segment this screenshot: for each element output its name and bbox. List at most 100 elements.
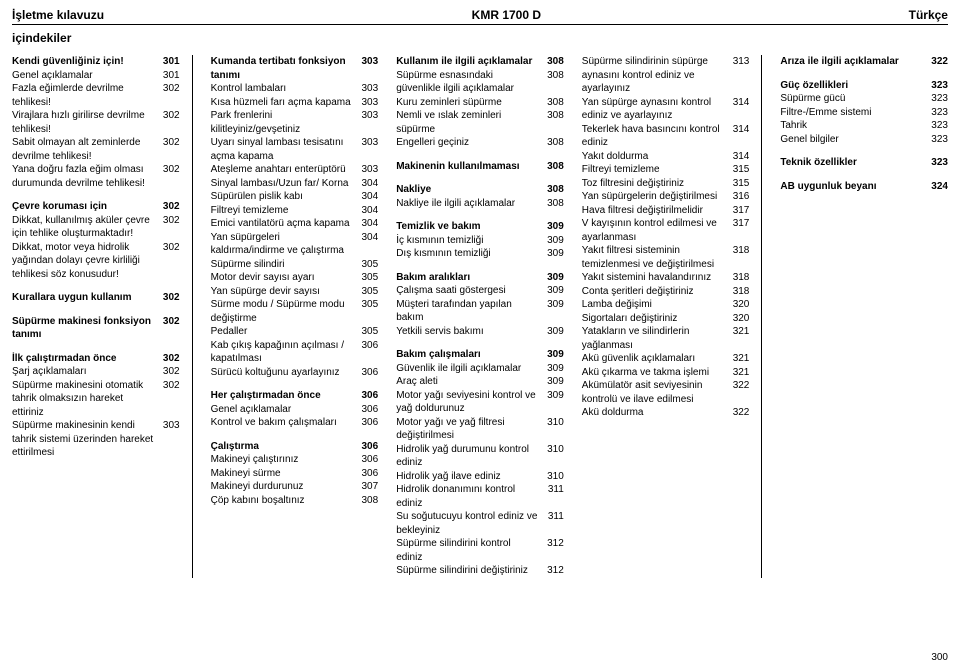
toc-entry: Süpürme silindirini değiştiriniz312 <box>396 564 564 578</box>
toc-entry-page: 306 <box>358 389 379 403</box>
toc-col-3: Kullanım ile ilgili açıklamalar 308 Süpürm… <box>396 55 564 578</box>
toc-entry-page: 306 <box>358 416 379 430</box>
toc-entry-page: 309 <box>543 284 564 298</box>
toc-entry: Makineyi çalıştırınız306 <box>211 453 379 467</box>
toc-entry-page: 309 <box>543 375 564 389</box>
toc-entry: Filtreyi temizleme315 <box>582 163 750 177</box>
toc-entry-page: 304 <box>358 204 379 218</box>
toc-entry-label: Kendi güvenliğiniz için! <box>12 55 155 69</box>
toc-entry-label: Yakıt sistemini havalandırınız <box>582 271 725 285</box>
toc-entry: Ateşleme anahtarı enterüptörü303 <box>211 163 379 177</box>
toc-entry-label: Sabit olmayan alt zeminlerde devrilme te… <box>12 136 155 163</box>
toc-entry-page: 305 <box>358 285 379 299</box>
toc-entry-page: 316 <box>729 190 750 204</box>
toc-entry: Motor devir sayısı ayarı305 <box>211 271 379 285</box>
toc-entry-label: Her çalıştırmadan önce <box>211 389 354 403</box>
toc-entry-page: 309 <box>543 389 564 403</box>
toc-entry-label: İç kısmının temizliği <box>396 234 539 248</box>
toc-spacer <box>396 210 564 220</box>
header-bar: İşletme kılavuzu KMR 1700 D Türkçe <box>12 8 948 25</box>
toc-entry: Sürücü koltuğunu ayarlayınız306 <box>211 366 379 380</box>
toc-entry-label: Çevre koruması için <box>12 200 155 214</box>
toc-entry: Akü doldurma322 <box>582 406 750 420</box>
toc-entry: Park frenlerini kilitleyiniz/gevşetiniz3… <box>211 109 379 136</box>
toc-entry-label: Akü çıkarma ve takma işlemi <box>582 366 725 380</box>
toc-entry-page: 304 <box>358 217 379 231</box>
toc-entry: Süpürme makinesi fonksiyon tanımı302 <box>12 315 180 342</box>
toc-entry-page: 310 <box>543 443 564 457</box>
toc-entry-label: Emici vantilatörü açma kapama <box>211 217 354 231</box>
toc-entry: Kumanda tertibatı fonksiyon tanımı303 <box>211 55 379 82</box>
toc-entry-page: 304 <box>358 190 379 204</box>
toc-entry-label: Genel açıklamalar <box>211 403 354 417</box>
toc-entry-label: Kuru zeminleri süpürme <box>396 96 539 110</box>
toc-entry-page: 306 <box>358 440 379 454</box>
toc-entry-page: 312 <box>543 564 564 578</box>
toc-entry-page: 310 <box>543 416 564 430</box>
toc-entry: Çalışma saati göstergesi309 <box>396 284 564 298</box>
toc-entry: Nemli ve ıslak zeminleri süpürme308 <box>396 109 564 136</box>
toc-entry: Güvenlik ile ilgili açıklamalar309 <box>396 362 564 376</box>
toc-entry: Nakliye ile ilgili açıklamalar308 <box>396 197 564 211</box>
toc-entry-page: 312 <box>543 537 564 551</box>
header-left: İşletme kılavuzu <box>12 8 104 22</box>
toc-entry: AB uygunluk beyanı324 <box>780 180 948 194</box>
toc-entry-label: Teknik özellikler <box>780 156 923 170</box>
toc-entry-page: 308 <box>543 160 564 174</box>
toc-entry: Bakım aralıkları309 <box>396 271 564 285</box>
toc-entry: Sinyal lambası/Uzun far/ Korna304 <box>211 177 379 191</box>
toc-entry-page: 302 <box>159 315 180 329</box>
toc-entry-label: Hidrolik yağ durumunu kontrol ediniz <box>396 443 539 470</box>
toc-entry-page: 309 <box>543 247 564 261</box>
toc-entry-label: V kayışının kontrol edilmesi ve ayarlanm… <box>582 217 725 244</box>
toc-entry-label: Yan süpürgelerin değiştirilmesi <box>582 190 725 204</box>
toc-entry: Pedaller305 <box>211 325 379 339</box>
toc-entry: Şarj açıklamaları302 <box>12 365 180 379</box>
toc-entry-page: 322 <box>729 379 750 393</box>
toc-entry: Su soğutucuyu kontrol ediniz ve bekleyin… <box>396 510 564 537</box>
toc-entry: Filtreyi temizleme 304 <box>211 204 379 218</box>
toc-entry-page: 323 <box>927 119 948 133</box>
toc-entry-page: 307 <box>358 480 379 494</box>
toc-entry-label: Süpürme gücü <box>780 92 923 106</box>
toc-entry-page: 309 <box>543 362 564 376</box>
toc-entry-page: 308 <box>543 109 564 123</box>
toc-entry-page: 310 <box>543 470 564 484</box>
toc-entry-page: 318 <box>729 285 750 299</box>
toc-entry-page: 306 <box>358 453 379 467</box>
toc-entry-page: 317 <box>729 204 750 218</box>
toc-entry-label: AB uygunluk beyanı <box>780 180 923 194</box>
toc-entry: Filtre-/Emme sistemi323 <box>780 106 948 120</box>
toc-entry-label: Kullanım ile ilgili açıklamalar <box>396 55 539 69</box>
toc-entry-label: Çöp kabını boşaltınız <box>211 494 354 508</box>
toc-entry-label: Kontrol lambaları <box>211 82 354 96</box>
toc-entry-label: Lamba değişimi <box>582 298 725 312</box>
toc-entry-label: Filtreyi temizleme <box>211 204 354 218</box>
toc-entry-page: 303 <box>358 96 379 110</box>
toc-spacer <box>396 173 564 183</box>
toc-spacer <box>396 150 564 160</box>
toc-entry-label: Süpürme silindirini kontrol ediniz <box>396 537 539 564</box>
toc-entry-label: Sürme modu / Süpürme modu değiştirme <box>211 298 354 325</box>
toc-entry: Çevre koruması için302 <box>12 200 180 214</box>
toc-entry-page: 303 <box>159 419 180 433</box>
toc-entry-page: 320 <box>729 312 750 326</box>
toc-entry-page: 303 <box>358 136 379 150</box>
toc-entry: Arıza ile ilgili açıklamalar322 <box>780 55 948 69</box>
toc-entry: Bakım çalışmaları309 <box>396 348 564 362</box>
toc-entry-page: 309 <box>543 234 564 248</box>
toc-entry-label: Nakliye <box>396 183 539 197</box>
toc-entry-page: 304 <box>358 231 379 245</box>
toc-columns: Kendi güvenliğiniz için!301Genel açıklam… <box>12 55 948 578</box>
toc-spacer <box>12 281 180 291</box>
toc-entry-label: Conta şeritleri değiştiriniz <box>582 285 725 299</box>
toc-entry-label: Kısa hüzmeli farı açma kapama <box>211 96 354 110</box>
toc-entry: Motor yağı ve yağ filtresi değiştirilmes… <box>396 416 564 443</box>
toc-entry-label: Ateşleme anahtarı enterüptörü <box>211 163 354 177</box>
toc-entry-label: Süpürme silindiri <box>211 258 354 272</box>
toc-spacer <box>780 69 948 79</box>
toc-entry-page: 323 <box>927 92 948 106</box>
toc-entry-label: Bakım aralıkları <box>396 271 539 285</box>
toc-spacer <box>12 342 180 352</box>
toc-entry-label: Makineyi durdurunuz <box>211 480 354 494</box>
